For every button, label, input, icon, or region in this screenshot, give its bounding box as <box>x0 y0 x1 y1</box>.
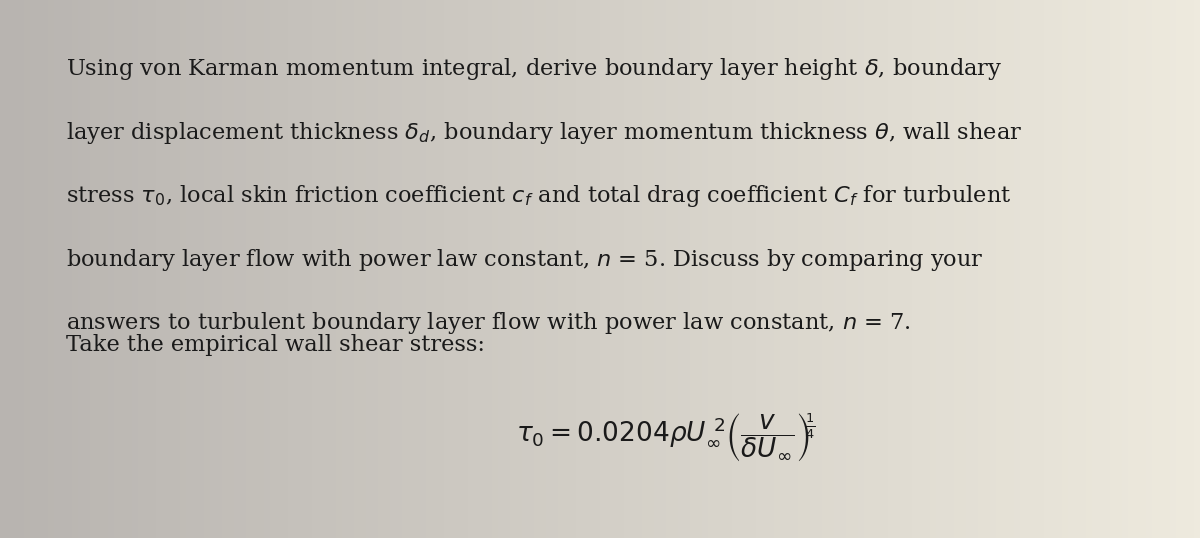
Text: Take the empirical wall shear stress:: Take the empirical wall shear stress: <box>66 334 485 356</box>
Text: stress $\tau_0$, local skin friction coefficient $c_f$ and total drag coefficien: stress $\tau_0$, local skin friction coe… <box>66 183 1012 209</box>
Text: boundary layer flow with power law constant, $n$ = 5. Discuss by comparing your: boundary layer flow with power law const… <box>66 247 984 273</box>
Text: answers to turbulent boundary layer flow with power law constant, $n$ = 7.: answers to turbulent boundary layer flow… <box>66 310 911 336</box>
Text: $\tau_0 = 0.0204\rho U_{\infty}^{\ 2}\left(\dfrac{v}{\delta U_{\infty}}\right)^{: $\tau_0 = 0.0204\rho U_{\infty}^{\ 2}\le… <box>516 410 816 463</box>
Text: Using von Karman momentum integral, derive boundary layer height $\delta$, bound: Using von Karman momentum integral, deri… <box>66 56 1002 82</box>
Text: layer displacement thickness $\delta_d$, boundary layer momentum thickness $\the: layer displacement thickness $\delta_d$,… <box>66 120 1022 146</box>
